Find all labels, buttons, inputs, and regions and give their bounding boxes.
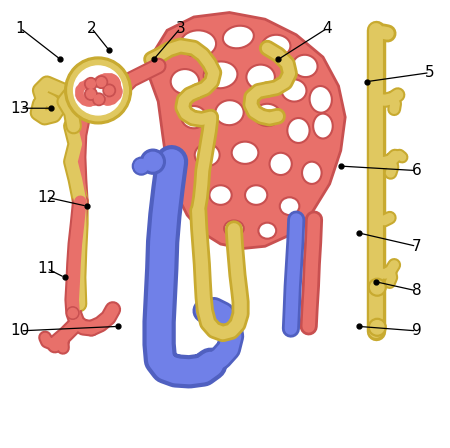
Text: 2: 2 [86, 21, 96, 35]
Ellipse shape [280, 197, 299, 215]
Text: 3: 3 [176, 21, 185, 35]
Ellipse shape [282, 79, 306, 102]
Ellipse shape [171, 69, 199, 94]
Ellipse shape [310, 86, 332, 113]
Ellipse shape [204, 61, 238, 88]
Circle shape [135, 159, 148, 173]
Ellipse shape [254, 104, 281, 126]
Text: 12: 12 [37, 190, 57, 205]
Text: 9: 9 [412, 323, 421, 338]
Text: 11: 11 [37, 261, 57, 276]
Ellipse shape [180, 30, 216, 57]
Ellipse shape [215, 100, 244, 125]
Circle shape [140, 149, 165, 174]
Ellipse shape [313, 114, 333, 138]
Circle shape [95, 76, 108, 88]
Ellipse shape [302, 162, 322, 184]
Ellipse shape [224, 220, 244, 237]
Text: 7: 7 [412, 239, 421, 254]
Circle shape [67, 307, 79, 319]
Ellipse shape [246, 65, 275, 90]
Circle shape [371, 321, 384, 334]
Circle shape [94, 95, 104, 104]
Text: 10: 10 [10, 323, 30, 338]
Circle shape [85, 88, 97, 100]
Circle shape [93, 93, 105, 106]
Ellipse shape [292, 55, 318, 77]
Circle shape [369, 278, 386, 296]
Text: 6: 6 [412, 163, 421, 178]
Circle shape [68, 308, 77, 318]
Circle shape [97, 78, 106, 86]
Circle shape [85, 78, 97, 90]
Ellipse shape [223, 26, 254, 48]
Text: 8: 8 [412, 283, 421, 298]
Text: 13: 13 [10, 101, 30, 116]
Circle shape [86, 79, 95, 88]
Text: 4: 4 [323, 21, 332, 35]
Ellipse shape [181, 106, 206, 128]
Ellipse shape [245, 185, 267, 205]
Ellipse shape [195, 144, 220, 166]
Ellipse shape [232, 142, 258, 164]
Polygon shape [149, 13, 345, 249]
Circle shape [65, 57, 131, 124]
Circle shape [105, 86, 114, 95]
Circle shape [369, 319, 386, 336]
Text: 5: 5 [425, 65, 435, 80]
Ellipse shape [209, 185, 232, 205]
Circle shape [74, 66, 122, 115]
Text: 1: 1 [15, 21, 25, 35]
Ellipse shape [270, 153, 292, 175]
Circle shape [132, 157, 150, 175]
Circle shape [86, 90, 95, 99]
Circle shape [68, 60, 128, 121]
Circle shape [371, 280, 384, 294]
Ellipse shape [258, 223, 276, 239]
Ellipse shape [288, 118, 310, 143]
Ellipse shape [262, 35, 290, 57]
Circle shape [144, 152, 162, 171]
Circle shape [103, 84, 116, 97]
